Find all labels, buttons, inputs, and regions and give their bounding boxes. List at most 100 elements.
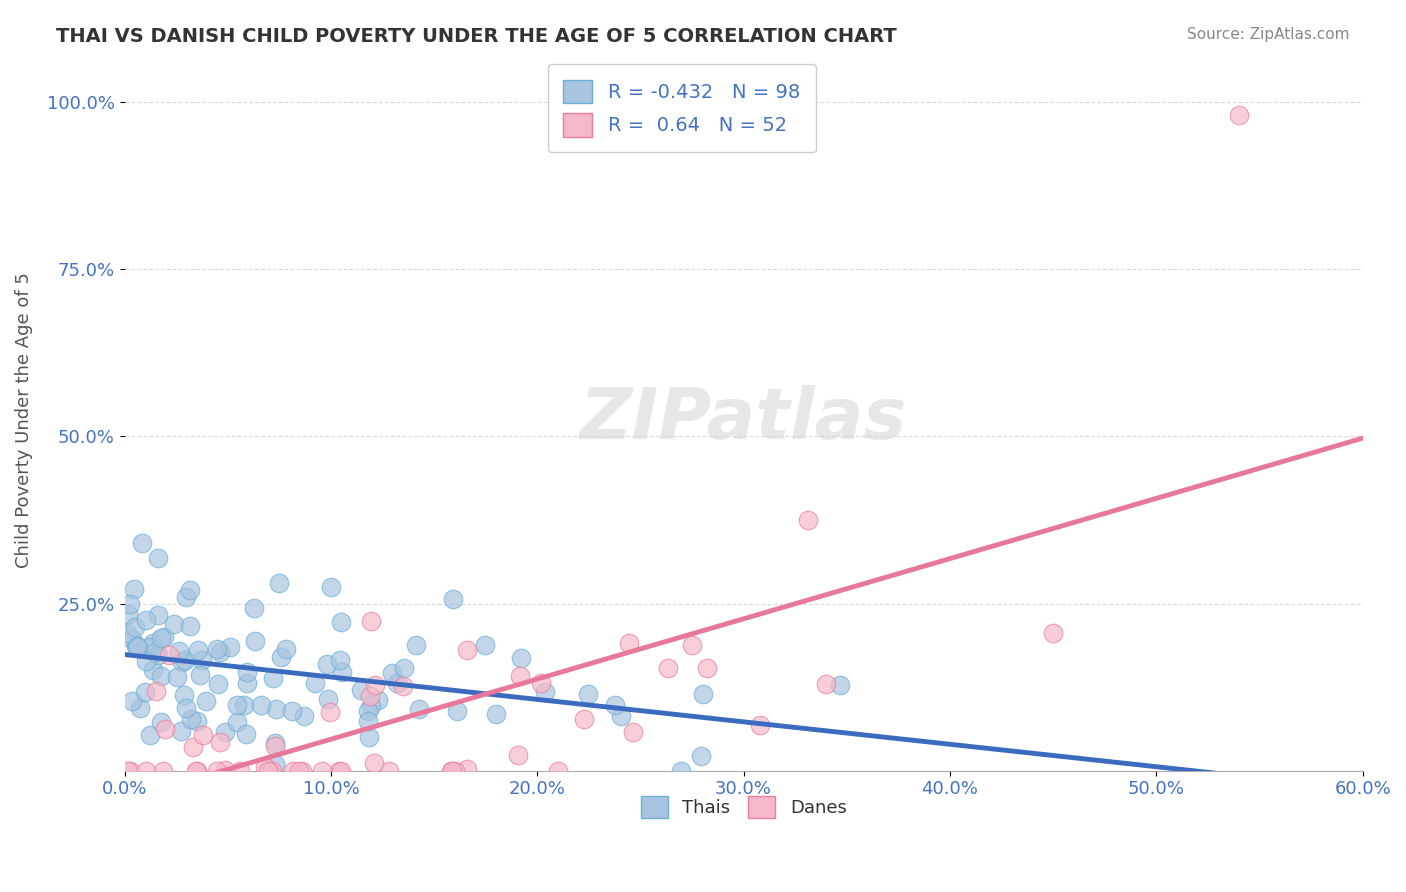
Point bbox=[262, 764, 284, 778]
Point bbox=[329, 653, 352, 667]
Point bbox=[142, 663, 165, 677]
Point bbox=[127, 639, 149, 653]
Point bbox=[153, 723, 176, 737]
Point bbox=[153, 630, 176, 644]
Point bbox=[617, 636, 640, 650]
Point bbox=[117, 607, 139, 622]
Point bbox=[681, 638, 703, 652]
Point bbox=[610, 709, 633, 723]
Point bbox=[405, 638, 427, 652]
Point bbox=[257, 764, 280, 778]
Point bbox=[135, 614, 157, 628]
Point bbox=[193, 728, 215, 742]
Point bbox=[150, 715, 173, 730]
Point bbox=[226, 698, 249, 713]
Point bbox=[288, 764, 311, 778]
Point bbox=[357, 714, 380, 728]
Point bbox=[181, 740, 204, 755]
Point bbox=[456, 762, 478, 776]
Point bbox=[129, 701, 152, 715]
Point bbox=[311, 764, 333, 778]
Point bbox=[120, 597, 142, 611]
Point bbox=[152, 764, 174, 778]
Point bbox=[142, 636, 165, 650]
Point bbox=[267, 575, 290, 590]
Point bbox=[124, 582, 146, 596]
Point bbox=[474, 638, 496, 652]
Point bbox=[146, 607, 169, 622]
Point bbox=[118, 764, 141, 778]
Point bbox=[392, 679, 415, 693]
Point bbox=[186, 714, 208, 729]
Point bbox=[245, 634, 267, 648]
Point bbox=[266, 701, 288, 715]
Point bbox=[131, 536, 153, 550]
Point bbox=[134, 685, 156, 699]
Point bbox=[150, 669, 173, 683]
Point bbox=[121, 632, 143, 646]
Point bbox=[363, 756, 385, 770]
Point bbox=[692, 687, 714, 701]
Point bbox=[576, 687, 599, 701]
Point bbox=[696, 661, 718, 675]
Point bbox=[357, 704, 380, 718]
Point bbox=[135, 654, 157, 668]
Point bbox=[281, 704, 304, 718]
Point bbox=[748, 718, 770, 732]
Point bbox=[232, 698, 254, 713]
Legend: Thais, Danes: Thais, Danes bbox=[633, 789, 853, 825]
Point bbox=[249, 698, 271, 712]
Point bbox=[125, 639, 148, 653]
Point bbox=[115, 625, 138, 640]
Point bbox=[572, 712, 595, 726]
Point bbox=[274, 642, 297, 657]
Point bbox=[281, 764, 304, 778]
Point bbox=[127, 640, 149, 655]
Point bbox=[359, 690, 381, 704]
Point bbox=[205, 764, 228, 778]
Point bbox=[194, 694, 217, 708]
Point bbox=[319, 705, 342, 719]
Point bbox=[145, 683, 167, 698]
Point bbox=[1042, 625, 1064, 640]
Point bbox=[392, 661, 415, 675]
Text: ZIPatlas: ZIPatlas bbox=[579, 385, 907, 454]
Point bbox=[235, 726, 257, 740]
Point bbox=[329, 615, 352, 630]
Point bbox=[146, 648, 169, 663]
Point bbox=[364, 678, 387, 692]
Point bbox=[149, 631, 172, 645]
Point bbox=[381, 665, 404, 680]
Point bbox=[264, 736, 287, 750]
Point bbox=[187, 643, 209, 657]
Point bbox=[179, 583, 201, 598]
Point bbox=[148, 550, 170, 565]
Point bbox=[547, 764, 569, 778]
Point bbox=[145, 645, 167, 659]
Point bbox=[264, 756, 287, 771]
Point bbox=[387, 676, 409, 690]
Point bbox=[292, 709, 315, 723]
Point bbox=[166, 670, 188, 684]
Point bbox=[797, 513, 820, 527]
Point bbox=[235, 665, 257, 679]
Point bbox=[530, 676, 553, 690]
Point bbox=[214, 763, 236, 777]
Point bbox=[214, 725, 236, 739]
Point bbox=[534, 685, 557, 699]
Point bbox=[170, 655, 193, 669]
Point bbox=[124, 620, 146, 634]
Point bbox=[121, 694, 143, 708]
Point bbox=[188, 668, 211, 682]
Point bbox=[456, 643, 478, 657]
Point bbox=[367, 692, 389, 706]
Point bbox=[173, 652, 195, 666]
Point bbox=[316, 657, 339, 671]
Point bbox=[304, 676, 326, 690]
Point bbox=[815, 677, 838, 691]
Point bbox=[408, 701, 430, 715]
Point bbox=[138, 727, 160, 741]
Point bbox=[330, 764, 353, 778]
Point bbox=[319, 580, 342, 594]
Point bbox=[446, 705, 468, 719]
